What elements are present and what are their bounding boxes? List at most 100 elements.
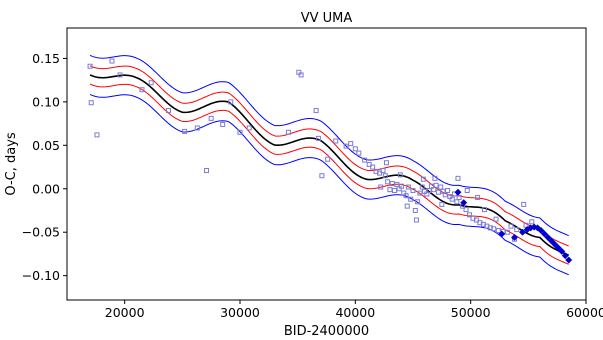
data-point-square [385,179,391,185]
data-point-square [298,72,304,78]
data-point-square [343,143,349,149]
data-point-square [449,196,455,202]
outer-upper-band-curve [89,54,569,237]
data-point-square [352,146,358,152]
data-point-square [237,129,243,135]
data-point-square [417,190,423,196]
data-point-square [412,207,418,213]
data-point-square [433,182,439,188]
data-point-square [408,196,414,202]
data-point-square [377,170,383,176]
data-point-square [117,72,123,78]
data-point-square [356,150,362,156]
y-tick-label: 0.15 [32,51,60,66]
data-point-diamond [544,233,552,241]
data-point-diamond [565,256,573,264]
data-point-square [435,189,441,195]
data-point-square [87,63,93,69]
data-point-square [315,135,321,141]
data-point-square [445,188,451,193]
data-point-diamond [460,199,468,207]
data-point-square [491,226,497,232]
data-point-square [109,58,115,64]
fit-curve [89,74,570,256]
data-point-square [432,175,438,181]
data-point-square [493,216,499,222]
data-point-diamond [454,188,462,196]
chart-title: VV UMA [301,11,353,26]
data-point-square [397,172,403,178]
data-point-square [464,188,470,193]
data-point-square [208,115,214,121]
y-tick-label: 0.10 [32,94,60,109]
data-point-diamond [540,230,549,238]
x-tick-label: 60000 [566,305,603,320]
data-point-square [467,212,473,218]
data-point-square [439,201,445,207]
data-point-square [389,181,395,187]
data-point-square [319,173,325,179]
data-point-square [463,207,469,213]
x-tick-label: 20000 [105,305,145,320]
data-point-square [165,108,171,114]
data-point-square [420,176,426,182]
data-point-square [204,168,210,174]
data-point-square [455,175,461,181]
data-point-square [370,164,376,170]
data-point-square [410,188,416,193]
data-point-square [404,203,410,209]
data-point-square [415,199,421,205]
data-point-square [383,160,389,166]
y-tick-label: −0.05 [22,225,60,240]
data-point-diamond [537,226,545,235]
data-point-square [94,132,100,138]
y-tick-label: 0.00 [32,181,60,196]
data-point-square [380,168,386,174]
data-point-square [182,128,188,134]
data-point-square [313,108,319,114]
x-tick-label: 40000 [335,305,375,320]
x-tick-label: 30000 [220,305,260,320]
data-point-diamond [510,233,519,241]
x-tick-label: 50000 [451,305,491,320]
data-point-square [285,129,291,135]
data-point-square [405,184,411,190]
data-point-square [148,80,154,86]
data-point-square [387,187,393,193]
data-point-square [366,161,372,167]
data-point-square [514,227,520,233]
data-point-square [505,229,511,235]
data-point-square [378,184,384,190]
data-point-diamond [558,247,566,255]
data-point-diamond [554,244,562,252]
data-point-diamond [551,240,559,248]
data-point-square [362,157,368,163]
plot-frame [66,27,587,301]
data-point-square [228,99,234,105]
data-point-square [521,201,527,207]
data-point-square [487,225,493,231]
outer-lower-band-curve [89,93,569,276]
data-point-square [139,87,145,93]
data-point-diamond [519,228,527,236]
y-tick-label: 0.05 [32,138,60,153]
data-point-square [482,207,488,213]
data-point-square [403,193,409,199]
data-point-square [475,194,481,200]
y-axis-label: O-C, days [4,132,19,196]
data-point-square [495,227,501,233]
data-point-square [508,223,514,229]
inner-upper-band-curve [89,65,569,247]
data-point-square [413,217,419,223]
data-point-diamond [547,237,555,245]
data-point-diamond [498,230,506,238]
data-point-square [392,188,398,193]
data-point-square [473,217,479,223]
data-point-square [348,141,354,147]
x-axis-label: BID-2400000 [284,324,369,339]
y-tick-label: −0.10 [22,268,60,283]
data-point-diamond [561,252,569,260]
data-point-square [246,125,252,131]
